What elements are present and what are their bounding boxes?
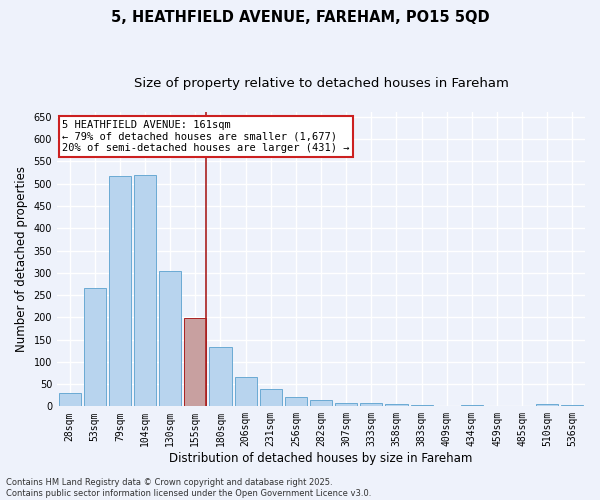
Text: Contains HM Land Registry data © Crown copyright and database right 2025.
Contai: Contains HM Land Registry data © Crown c… bbox=[6, 478, 371, 498]
Bar bbox=[235, 376, 257, 406]
Bar bbox=[59, 393, 80, 406]
Text: 5 HEATHFIELD AVENUE: 161sqm
← 79% of detached houses are smaller (1,677)
20% of : 5 HEATHFIELD AVENUE: 161sqm ← 79% of det… bbox=[62, 120, 350, 153]
Title: Size of property relative to detached houses in Fareham: Size of property relative to detached ho… bbox=[134, 78, 508, 90]
Bar bbox=[285, 398, 307, 406]
Bar bbox=[385, 404, 407, 406]
Bar bbox=[360, 403, 382, 406]
Bar bbox=[536, 404, 559, 406]
Bar bbox=[260, 388, 282, 406]
Bar bbox=[310, 400, 332, 406]
Bar bbox=[209, 347, 232, 406]
Bar bbox=[562, 405, 583, 406]
Bar bbox=[410, 404, 433, 406]
Bar bbox=[159, 270, 181, 406]
X-axis label: Distribution of detached houses by size in Fareham: Distribution of detached houses by size … bbox=[169, 452, 473, 465]
Bar bbox=[184, 318, 206, 406]
Bar bbox=[134, 175, 156, 406]
Bar bbox=[335, 403, 357, 406]
Bar bbox=[83, 288, 106, 406]
Y-axis label: Number of detached properties: Number of detached properties bbox=[15, 166, 28, 352]
Bar bbox=[461, 405, 483, 406]
Bar bbox=[109, 176, 131, 406]
Text: 5, HEATHFIELD AVENUE, FAREHAM, PO15 5QD: 5, HEATHFIELD AVENUE, FAREHAM, PO15 5QD bbox=[110, 10, 490, 25]
